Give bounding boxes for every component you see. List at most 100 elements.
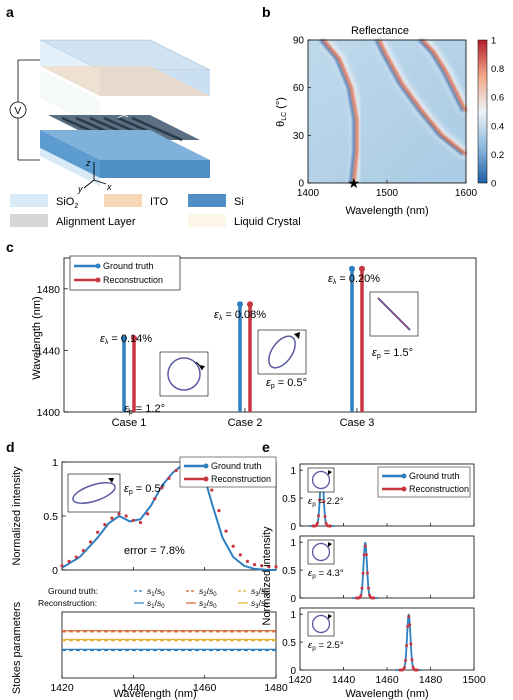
- e-rec-point: [362, 553, 366, 557]
- c-category-label: Case 1: [112, 417, 147, 429]
- d-inset: [67, 473, 121, 513]
- stokes-legend-label: s3/s0: [251, 598, 269, 610]
- d-rec-point: [217, 509, 221, 513]
- stokes-legend-label: s3/s0: [251, 586, 269, 598]
- c-ytick-label: 1440: [37, 345, 61, 357]
- d-rec-point: [74, 555, 78, 559]
- e-ytick-label: 1: [290, 538, 296, 549]
- heatmap-ytick-label: 60: [293, 83, 305, 94]
- spectrum-chart-e: 0 0.5 1 εp = 2.2° 0 0.5 1 εp = 4.3° 0 0.5 1 εp = 2.…: [282, 463, 486, 686]
- heatmap-xlabel: Wavelength (nm): [345, 205, 428, 217]
- resonance-dip: [319, 39, 356, 184]
- d-legend: Ground truth Reconstruction: [179, 456, 277, 488]
- c-case2-eps-lambda: ελ = 0.08%: [214, 309, 266, 322]
- panel-label-d: d: [6, 439, 15, 455]
- e-ytick-label: 0.5: [282, 566, 296, 577]
- colorbar-tick-label: 0.2: [491, 150, 504, 161]
- voltage-source-icon: [9, 101, 27, 119]
- axis-y-label: y: [77, 184, 83, 194]
- stokes-xtick-label: 1460: [193, 682, 217, 694]
- e-rec-point: [411, 665, 415, 669]
- stokes-row-rec: Reconstruction:: [38, 598, 97, 608]
- voltage-label: V: [15, 106, 22, 117]
- swatch-lc: [188, 214, 226, 227]
- d-rec-point: [224, 529, 228, 533]
- spectrum-chart-d: 00.51: [43, 457, 278, 577]
- e-xtick-label: 1420: [288, 674, 312, 686]
- e-eps-label: εp = 4.3°: [308, 568, 344, 580]
- axis-z-label: z: [85, 158, 91, 168]
- e-rec-point: [360, 586, 364, 590]
- e-rec-point: [364, 553, 368, 557]
- e-ytick-label: 1: [290, 466, 296, 477]
- c-ytick-label: 1400: [37, 407, 61, 419]
- colorbar-tick-label: 1: [491, 36, 496, 47]
- stokes-frame: [61, 611, 277, 679]
- swatch-ito: [104, 194, 142, 207]
- colorbar: [477, 39, 488, 184]
- swatch-sio2: [10, 194, 48, 207]
- e-rec-point: [406, 624, 410, 628]
- c-case2-eps-p: εp = 0.5°: [266, 377, 307, 390]
- stokes-xlabel: Wavelength (nm): [113, 688, 196, 700]
- d-rec-point: [267, 565, 271, 569]
- resonance-dip: [374, 39, 464, 156]
- stokes-legend-label: s2/s0: [199, 586, 217, 598]
- d-rec-point: [117, 512, 121, 516]
- heatmap-ytick-label: 90: [293, 36, 305, 47]
- d-rec-point: [238, 553, 242, 557]
- stokes-xtick-label: 1440: [122, 682, 146, 694]
- e-ylabel: Normalized intensity: [261, 526, 273, 626]
- polarization-ellipse-icon: [311, 542, 331, 562]
- e-rec-point: [363, 544, 367, 548]
- d-rec-point: [253, 563, 257, 567]
- colorbar-tick-label: 0.8: [491, 64, 504, 75]
- e-ytick-label: 0.5: [282, 494, 296, 505]
- e-rec-point: [408, 623, 412, 627]
- c-legend: Ground truth Reconstruction: [69, 255, 181, 291]
- legend-sio2: SiO2: [56, 196, 78, 210]
- coordinate-axes: [83, 162, 107, 189]
- heatmap-resonances: [319, 36, 471, 184]
- e-rec-point: [409, 642, 413, 646]
- stokes-legend-label: s1/s0: [147, 586, 165, 598]
- heatmap-ylabel: θLC (°): [275, 97, 288, 127]
- d-rec-point: [103, 523, 107, 527]
- e-rec-point: [367, 586, 371, 590]
- legend-ito: ITO: [150, 196, 169, 208]
- e-ytick-label: 0: [290, 594, 296, 605]
- d-ytick-label: 0.5: [43, 511, 58, 523]
- c-case3-eps-p: εp = 1.5°: [372, 347, 413, 360]
- d-rec-point: [67, 559, 71, 563]
- e-rec-point: [415, 668, 419, 672]
- d-rec-point: [138, 520, 143, 525]
- d-rec-point: [96, 530, 100, 534]
- swatch-si: [188, 194, 226, 207]
- d-ytick-label: 0: [52, 565, 58, 577]
- c-stem-marker: [237, 301, 243, 308]
- c-case1-eps-p: εp = 1.2°: [124, 403, 165, 416]
- panel-label-b: b: [262, 4, 271, 20]
- rotation-arrow-icon: [328, 542, 332, 547]
- e-rec-point: [407, 614, 411, 618]
- material-legend: SiO2 ITO Si Alignment Layer Liquid Cryst…: [10, 194, 301, 228]
- c-category-label: Case 2: [228, 417, 263, 429]
- colorbar-tick-label: 0: [491, 179, 496, 190]
- c-stem-marker: [131, 335, 137, 342]
- e-eps-label: εp = 2.2°: [308, 496, 344, 508]
- c-stem-marker: [349, 265, 355, 272]
- polarization-ellipse-icon: [268, 335, 296, 369]
- d-rec-point: [274, 565, 278, 569]
- polarization-ellipse-icon: [72, 482, 116, 504]
- e-rec-point: [359, 593, 363, 597]
- theta-label: θLC: [108, 104, 121, 116]
- legend-alignment: Alignment Layer: [56, 216, 136, 228]
- d-rec-point: [146, 512, 150, 516]
- d-rec-point: [60, 564, 64, 568]
- panel-d: d 00.51 Normalized intensity error = 7.8…: [6, 439, 288, 700]
- e-rec-point: [322, 500, 326, 504]
- bar-chart-c: 1400 1440 1480 Case 1 Case 2 Case 3: [37, 257, 477, 429]
- e-rec-point: [361, 571, 365, 575]
